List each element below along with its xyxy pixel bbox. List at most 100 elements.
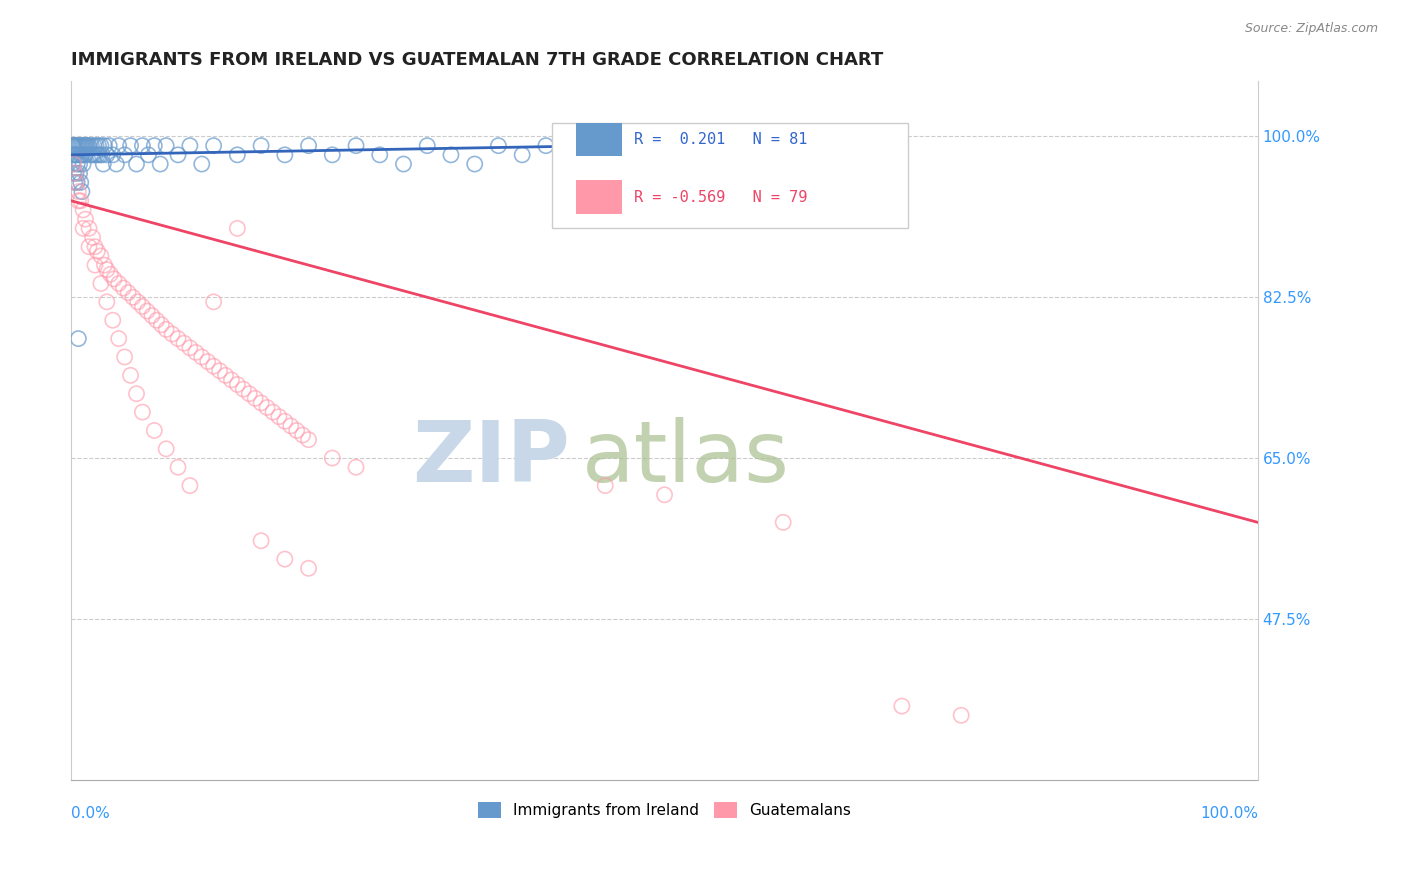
Point (90, 138, 112, 153)
Point (131, 405, 153, 419)
Point (191, 350, 214, 364)
Point (127, 294, 149, 309)
Point (87, 138, 110, 153)
Point (344, 460, 367, 475)
Point (77, 240, 100, 254)
Point (214, 368, 236, 383)
Point (250, 396, 273, 410)
Point (72, 138, 94, 153)
Point (91, 148, 114, 162)
Point (321, 148, 343, 162)
Point (70, 138, 93, 153)
Point (267, 409, 290, 424)
Point (179, 138, 201, 153)
Point (86, 148, 108, 162)
Point (82, 148, 104, 162)
Point (274, 414, 297, 428)
Point (534, 138, 557, 153)
Point (167, 460, 190, 475)
Point (202, 359, 225, 373)
Point (120, 368, 142, 383)
Point (83, 138, 105, 153)
Point (143, 424, 166, 438)
Point (62, 138, 84, 153)
Point (66, 175, 89, 189)
Point (138, 148, 160, 162)
Point (202, 138, 225, 153)
Point (84, 138, 107, 153)
Point (75, 138, 97, 153)
Point (141, 309, 163, 323)
Point (67, 194, 90, 208)
Point (654, 488, 676, 502)
Point (344, 138, 367, 153)
Legend: Immigrants from Ireland, Guatemalans: Immigrants from Ireland, Guatemalans (472, 797, 858, 824)
Point (107, 277, 129, 291)
Point (274, 148, 297, 162)
Point (120, 138, 142, 153)
Point (84, 240, 107, 254)
Point (274, 552, 297, 566)
Point (226, 377, 249, 392)
Point (93, 258, 115, 272)
Point (69, 166, 91, 180)
Point (416, 138, 439, 153)
Point (73, 138, 96, 153)
Point (250, 533, 273, 548)
Point (208, 364, 231, 378)
FancyBboxPatch shape (575, 122, 621, 156)
Point (82, 230, 104, 244)
Point (772, 516, 794, 530)
Point (392, 157, 415, 171)
Point (69, 138, 91, 153)
Point (70, 148, 93, 162)
Text: R = -0.569   N = 79: R = -0.569 N = 79 (634, 190, 807, 205)
Point (65, 166, 87, 180)
Point (73, 148, 96, 162)
Point (297, 433, 319, 447)
Point (101, 313, 124, 327)
FancyBboxPatch shape (551, 123, 908, 228)
Point (77, 221, 100, 235)
Text: ZIP: ZIP (412, 417, 569, 500)
Text: atlas: atlas (582, 417, 790, 500)
Point (67, 138, 90, 153)
Point (72, 202, 94, 217)
Point (167, 332, 190, 346)
Point (149, 157, 172, 171)
Point (243, 392, 266, 406)
Point (155, 442, 177, 456)
Point (62, 148, 84, 162)
Point (65, 175, 87, 189)
Point (91, 157, 114, 171)
Point (179, 341, 201, 355)
Point (291, 428, 314, 442)
Point (77, 138, 100, 153)
Point (62, 138, 84, 153)
Point (173, 336, 195, 351)
Point (114, 350, 136, 364)
Point (96, 294, 118, 309)
Point (79, 148, 101, 162)
Point (155, 322, 177, 336)
Point (262, 405, 284, 419)
Point (593, 478, 616, 492)
Point (160, 326, 183, 341)
Point (70, 185, 93, 199)
Point (256, 401, 278, 415)
Point (114, 148, 136, 162)
Point (191, 157, 214, 171)
Point (65, 148, 87, 162)
Point (84, 258, 107, 272)
Point (297, 561, 319, 575)
Point (125, 386, 148, 401)
Point (62, 138, 84, 153)
Point (167, 148, 190, 162)
Point (145, 313, 167, 327)
Point (84, 148, 107, 162)
Point (464, 157, 486, 171)
Point (125, 157, 148, 171)
Point (202, 294, 225, 309)
Point (184, 345, 207, 359)
Point (890, 699, 912, 714)
